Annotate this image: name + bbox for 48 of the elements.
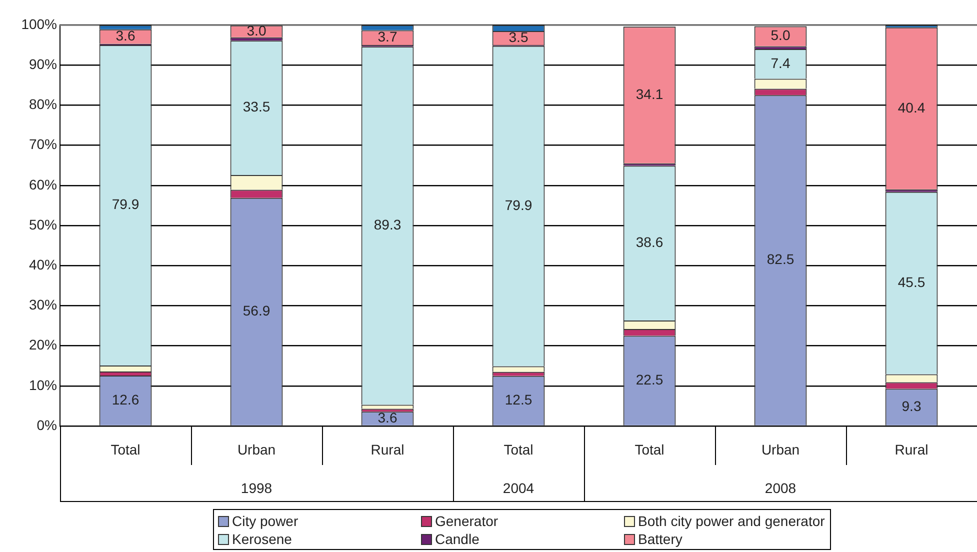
data-label: 7.4 bbox=[770, 54, 790, 71]
data-label: 34.1 bbox=[636, 86, 664, 102]
data-label: 38.6 bbox=[636, 234, 664, 250]
text: 1998 bbox=[240, 480, 272, 496]
y-tick-label: 50% bbox=[28, 216, 57, 232]
data-label: 79.9 bbox=[504, 196, 532, 213]
y-tick-label: 0% bbox=[36, 416, 57, 433]
y-tick-label: 20% bbox=[28, 336, 57, 353]
legend-label: Candle bbox=[435, 530, 480, 548]
data-label: 5.0 bbox=[770, 27, 790, 44]
text: 2004 bbox=[502, 480, 534, 496]
data-label: 3.6 bbox=[378, 409, 398, 426]
x-tick-label: Urban bbox=[237, 441, 276, 458]
data-label: 33.5 bbox=[242, 98, 270, 115]
x-tick-label: Total bbox=[110, 441, 140, 458]
data-label: 89.3 bbox=[374, 216, 402, 233]
legend-label: Both city power and generator bbox=[638, 512, 825, 530]
data-label: 9.3 bbox=[902, 398, 922, 414]
data-label: 22.5 bbox=[636, 371, 664, 388]
x-tick-label: Rural bbox=[370, 441, 404, 458]
y-tick-label: 40% bbox=[28, 256, 57, 272]
legend-label: Kerosene bbox=[232, 530, 292, 548]
y-tick-label: 10% bbox=[28, 376, 57, 393]
y-tick-label: 100% bbox=[21, 16, 57, 32]
x-tick-label: Rural bbox=[894, 441, 928, 458]
x-tick-label: Total bbox=[634, 441, 664, 458]
legend-label: Generator bbox=[435, 512, 498, 530]
y-tick-label: 30% bbox=[28, 296, 57, 313]
data-label: 82.5 bbox=[766, 251, 794, 268]
data-label: 3.5 bbox=[508, 28, 528, 45]
text: 2008 bbox=[764, 480, 796, 496]
legend-label: Battery bbox=[638, 530, 682, 548]
data-label: 3.7 bbox=[378, 28, 398, 44]
y-tick-label: 60% bbox=[28, 176, 57, 192]
data-label: 40.4 bbox=[898, 99, 926, 116]
data-label: 3.6 bbox=[116, 27, 136, 44]
data-label: 79.9 bbox=[112, 196, 140, 212]
data-label: 45.5 bbox=[898, 274, 926, 290]
data-label: 12.6 bbox=[112, 391, 140, 408]
data-label: 56.9 bbox=[242, 302, 270, 318]
data-label: 12.5 bbox=[504, 391, 532, 408]
x-tick-label: Urban bbox=[761, 441, 800, 458]
y-tick-label: 90% bbox=[28, 56, 57, 72]
y-tick-label: 80% bbox=[28, 96, 57, 112]
data-label: 3.0 bbox=[246, 22, 266, 38]
legend-label: City power bbox=[232, 512, 298, 530]
x-tick-label: Total bbox=[504, 441, 534, 458]
y-tick-label: 70% bbox=[28, 136, 57, 152]
